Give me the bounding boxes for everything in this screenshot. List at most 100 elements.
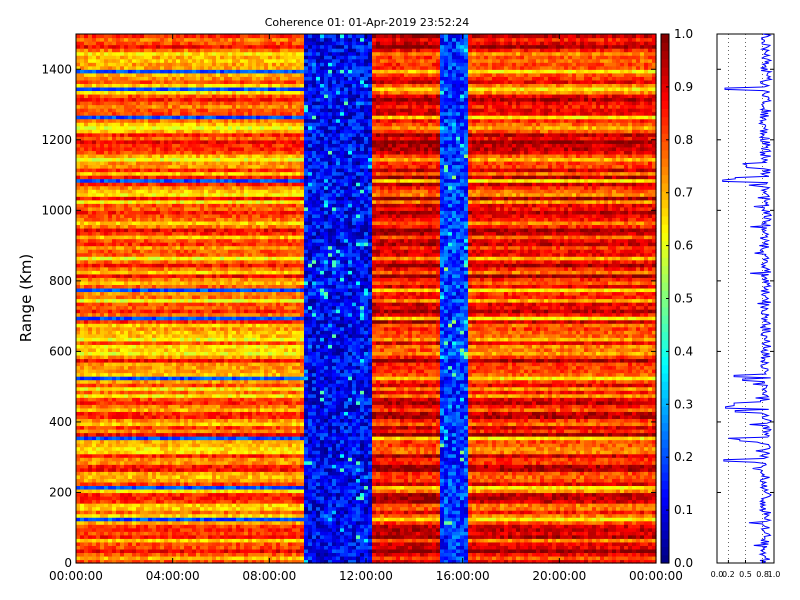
heatmap-cell bbox=[128, 126, 133, 130]
heatmap-cell bbox=[156, 69, 161, 73]
heatmap-cell bbox=[96, 397, 101, 401]
heatmap-cell bbox=[128, 316, 133, 320]
heatmap-cell bbox=[100, 306, 105, 310]
heatmap-cell bbox=[88, 411, 93, 415]
heatmap-cell bbox=[132, 425, 137, 429]
heatmap-cell bbox=[160, 302, 165, 306]
heatmap-cell bbox=[136, 457, 141, 461]
heatmap-cell bbox=[92, 281, 97, 285]
heatmap-cell bbox=[144, 496, 149, 500]
heatmap-cell bbox=[84, 260, 89, 264]
heatmap-cell bbox=[132, 510, 137, 514]
heatmap-cell bbox=[136, 172, 141, 176]
heatmap-cell bbox=[112, 59, 117, 63]
heatmap-cell bbox=[132, 207, 137, 211]
heatmap-cell bbox=[144, 126, 149, 130]
heatmap-cell bbox=[120, 306, 125, 310]
heatmap-cell bbox=[124, 362, 129, 366]
heatmap-cell bbox=[152, 90, 157, 94]
heatmap-cell bbox=[100, 485, 105, 489]
heatmap-cell bbox=[148, 242, 153, 246]
heatmap-cell bbox=[152, 309, 157, 313]
heatmap-cell bbox=[88, 471, 93, 475]
heatmap-cell bbox=[164, 531, 169, 535]
heatmap-cell bbox=[112, 521, 117, 525]
heatmap-cell bbox=[148, 154, 153, 158]
heatmap-cell bbox=[160, 478, 165, 482]
heatmap-cell bbox=[112, 429, 117, 433]
heatmap-cell bbox=[100, 373, 105, 377]
heatmap-cell bbox=[132, 186, 137, 190]
heatmap-cell bbox=[88, 168, 93, 172]
heatmap-cell bbox=[136, 284, 141, 288]
heatmap-cell bbox=[88, 306, 93, 310]
heatmap-cell bbox=[116, 200, 121, 204]
heatmap-cell bbox=[160, 464, 165, 468]
heatmap-cell bbox=[124, 253, 129, 257]
heatmap-cell bbox=[80, 517, 85, 521]
heatmap-cell bbox=[132, 404, 137, 408]
heatmap-cell bbox=[104, 302, 109, 306]
heatmap-cell bbox=[160, 369, 165, 373]
heatmap-cell bbox=[96, 207, 101, 211]
heatmap-cell bbox=[152, 366, 157, 370]
heatmap-cell bbox=[112, 143, 117, 147]
heatmap-cell bbox=[92, 542, 97, 546]
heatmap-cell bbox=[128, 334, 133, 338]
heatmap-cell bbox=[88, 380, 93, 384]
heatmap-cell bbox=[116, 440, 121, 444]
heatmap-cell bbox=[124, 284, 129, 288]
heatmap-cell bbox=[160, 203, 165, 207]
heatmap-cell bbox=[132, 210, 137, 214]
heatmap-cell bbox=[128, 330, 133, 334]
heatmap-cell bbox=[100, 337, 105, 341]
heatmap-cell bbox=[84, 299, 89, 303]
heatmap-cell bbox=[160, 76, 165, 80]
heatmap-cell bbox=[108, 108, 113, 112]
heatmap-cell bbox=[116, 140, 121, 144]
heatmap-cell bbox=[140, 503, 145, 507]
heatmap-cell bbox=[112, 454, 117, 458]
heatmap-cell bbox=[84, 323, 89, 327]
heatmap-cell bbox=[124, 256, 129, 260]
heatmap-cell bbox=[100, 193, 105, 197]
heatmap-cell bbox=[80, 267, 85, 271]
heatmap-cell bbox=[96, 316, 101, 320]
heatmap-cell bbox=[128, 299, 133, 303]
heatmap-cell bbox=[120, 492, 125, 496]
heatmap-cell bbox=[148, 207, 153, 211]
heatmap-cell bbox=[116, 425, 121, 429]
heatmap-cell bbox=[108, 440, 113, 444]
heatmap-cell bbox=[128, 143, 133, 147]
heatmap-cell bbox=[92, 496, 97, 500]
heatmap-cell bbox=[160, 330, 165, 334]
heatmap-cell bbox=[152, 542, 157, 546]
heatmap-cell bbox=[164, 482, 169, 486]
heatmap-cell bbox=[80, 228, 85, 232]
heatmap-cell bbox=[108, 73, 113, 77]
heatmap-cell bbox=[128, 136, 133, 140]
heatmap-cell bbox=[108, 217, 113, 221]
heatmap-cell bbox=[120, 404, 125, 408]
heatmap-cell bbox=[164, 489, 169, 493]
heatmap-cell bbox=[148, 454, 153, 458]
heatmap-cell bbox=[100, 387, 105, 391]
heatmap-cell bbox=[84, 390, 89, 394]
heatmap-cell bbox=[88, 401, 93, 405]
heatmap-cell bbox=[80, 69, 85, 73]
heatmap-cell bbox=[116, 210, 121, 214]
heatmap-cell bbox=[92, 302, 97, 306]
heatmap-cell bbox=[124, 52, 129, 56]
heatmap-cell bbox=[96, 260, 101, 264]
heatmap-cell bbox=[92, 217, 97, 221]
heatmap-cell bbox=[128, 48, 133, 52]
heatmap-cell bbox=[76, 394, 81, 398]
heatmap-cell bbox=[104, 489, 109, 493]
heatmap-cell bbox=[104, 140, 109, 144]
heatmap-cell bbox=[96, 482, 101, 486]
heatmap-cell bbox=[116, 249, 121, 253]
heatmap-cell bbox=[88, 231, 93, 235]
heatmap-cell bbox=[84, 239, 89, 243]
heatmap-cell bbox=[140, 337, 145, 341]
heatmap-cell bbox=[76, 531, 81, 535]
